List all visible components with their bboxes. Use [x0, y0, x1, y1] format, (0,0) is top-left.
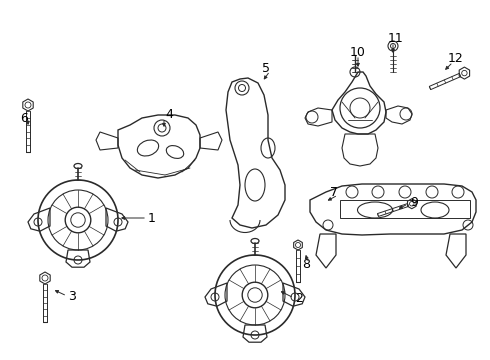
Text: 4: 4 — [165, 108, 173, 122]
Text: 9: 9 — [410, 195, 418, 208]
Text: 8: 8 — [302, 258, 310, 271]
Text: 12: 12 — [448, 51, 464, 64]
Text: 6: 6 — [20, 112, 28, 125]
Text: 3: 3 — [68, 289, 76, 302]
Text: 10: 10 — [350, 45, 366, 58]
Text: 7: 7 — [330, 185, 338, 198]
Text: 11: 11 — [388, 31, 404, 45]
Text: 1: 1 — [148, 211, 156, 225]
Text: 5: 5 — [262, 62, 270, 75]
Text: 2: 2 — [295, 292, 303, 305]
